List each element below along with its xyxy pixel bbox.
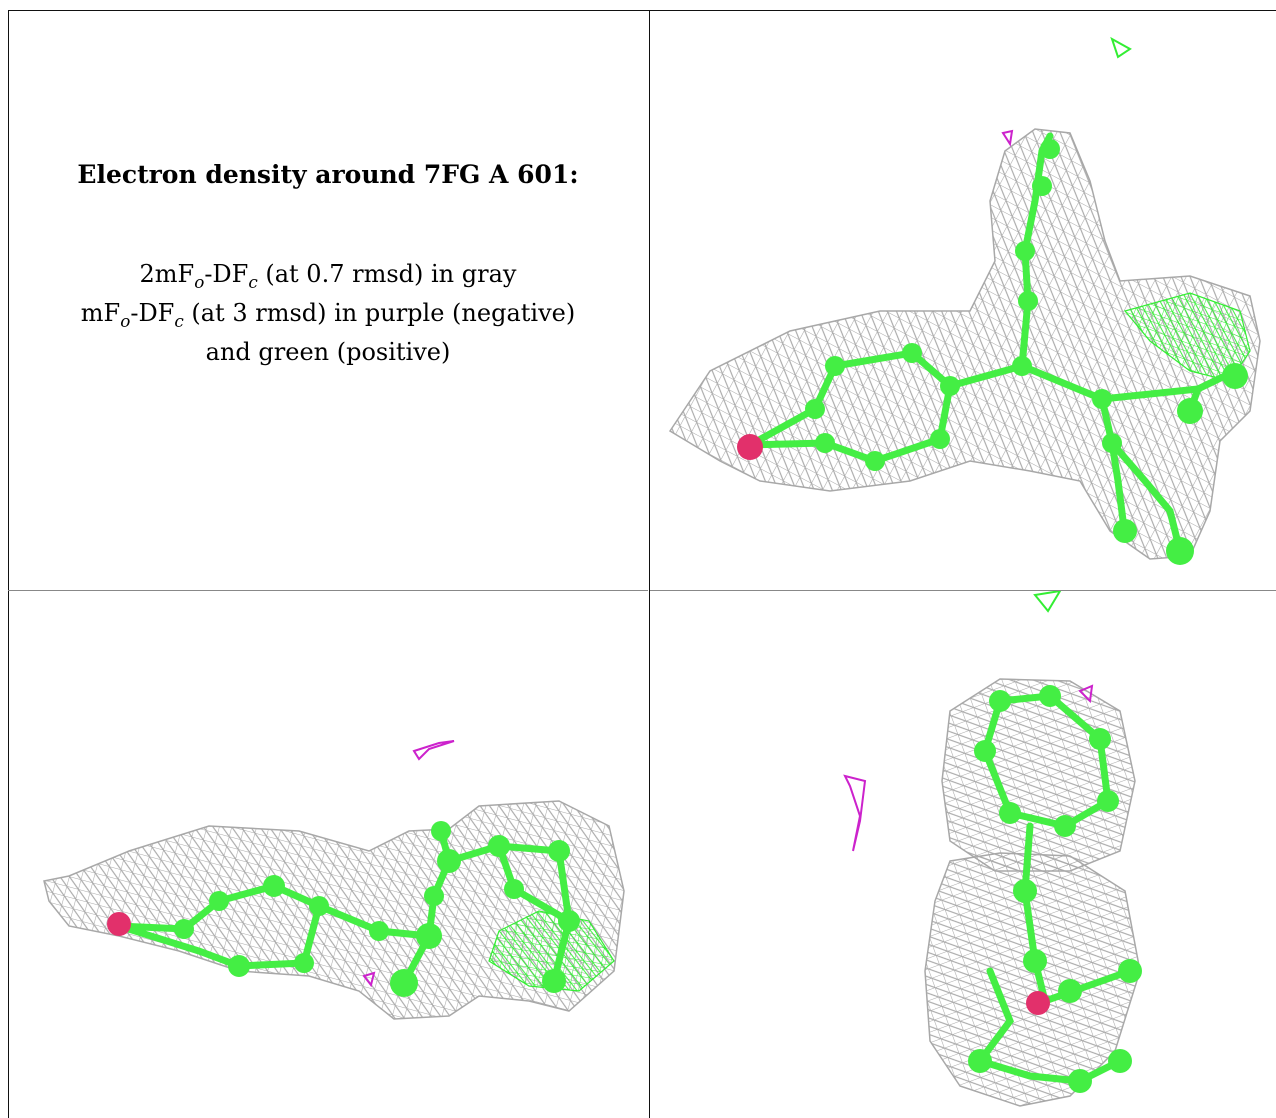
density-view-bottom-left: [43, 740, 625, 1020]
density-view-top-right: [668, 36, 1261, 565]
positive-density-small-top: [1033, 591, 1062, 613]
border-top: [8, 10, 1276, 11]
border-left: [8, 10, 9, 1118]
caption-panel: Electron density around 7FG A 601: 2mFo-…: [8, 160, 648, 368]
negative-density-small-top: [412, 740, 455, 761]
negative-density-small: [1078, 684, 1094, 704]
caption-line-green: and green (positive): [205, 337, 451, 366]
positive-density-small-top: [1110, 36, 1132, 59]
negative-density-small-low: [362, 971, 376, 988]
border-middle-horizontal-right: [650, 590, 1276, 591]
oxygen-atom: [107, 912, 131, 936]
oxygen-atom: [1026, 991, 1050, 1015]
density-mesh-lower: [924, 852, 1141, 1107]
positive-density-blob: [488, 910, 615, 992]
ligand-atoms: [805, 139, 1248, 565]
ligand-atoms: [968, 685, 1142, 1093]
border-middle-horizontal-left: [8, 590, 648, 591]
caption-title: Electron density around 7FG A 601:: [77, 160, 579, 189]
caption-line-mfo: mFo-DFc (at 3 rmsd) in purple (negative): [80, 298, 576, 331]
density-view-bottom-right: [843, 591, 1142, 1107]
ligand-atoms: [174, 821, 580, 997]
negative-density-small: [1001, 129, 1014, 147]
negative-density-strand: [843, 774, 867, 852]
border-middle-vertical: [649, 10, 650, 1118]
oxygen-atom: [737, 434, 763, 460]
caption-line-2mfo: 2mFo-DFc (at 0.7 rmsd) in gray: [139, 260, 517, 292]
